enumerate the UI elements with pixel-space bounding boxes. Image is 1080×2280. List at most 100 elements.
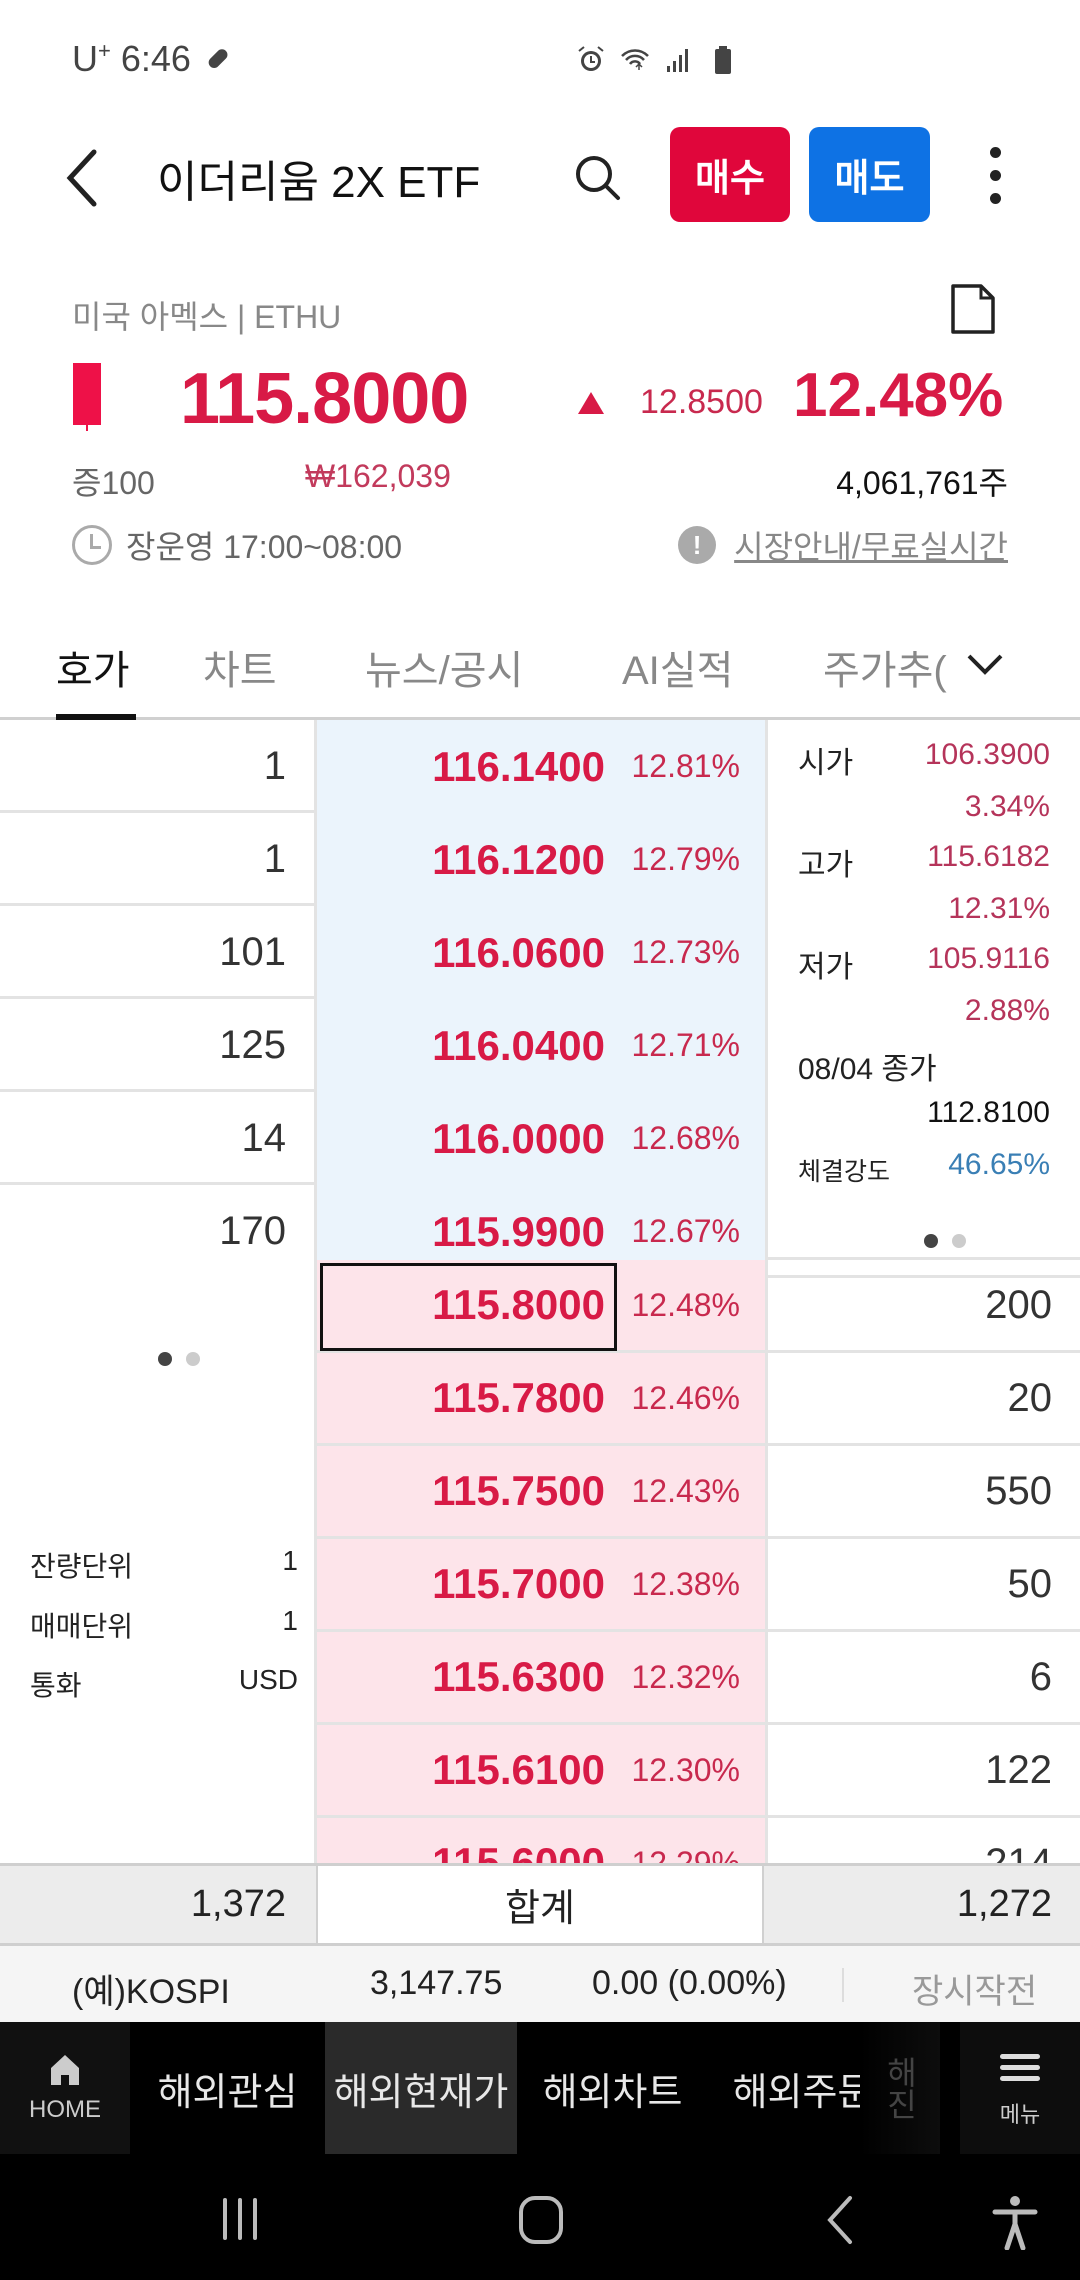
ask-qty: 1 [263,837,286,881]
bid-price: 115.7000 [432,1560,605,1607]
remain-unit-value: 1 [282,1545,298,1576]
recent-apps-icon[interactable] [215,2194,265,2244]
carrier: U+ [72,38,111,79]
totals-row: 1,372 합계 1,272 [0,1863,1080,1946]
nav-overseas-order[interactable]: 해외주문 [732,2071,873,2114]
bid-row[interactable]: 115.8000 12.48% 200 [0,1260,1080,1353]
nav-overseas-quote[interactable]: 해외현재가 [325,2022,517,2154]
margin-rate: 증100 [72,465,155,501]
bid-pct: 12.43% [631,1472,740,1509]
ask-row[interactable]: 1 116.1400 12.81% [0,720,1080,813]
chevron-down-icon[interactable] [965,650,1005,680]
system-nav-bar [0,2154,1080,2280]
nav-overseas-chart[interactable]: 해외차트 [542,2071,683,2114]
price-change: 12.8500 [640,383,763,421]
bid-qty: 20 [768,1353,1080,1446]
open-label: 시가 [798,747,854,780]
prev-close-price: 112.8100 [927,1096,1050,1129]
nav-overseas-watchlist[interactable]: 해외관심 [157,2071,298,2114]
totals-label: 합계 [316,1866,764,1943]
index-ticker[interactable]: (예)KOSPI 3,147.75 0.00 (0.00%) 장시작전 [0,1946,1080,2022]
wifi-icon [621,49,649,70]
trade-unit-label: 매매단위 [30,1611,134,1642]
back-arrow-icon[interactable] [58,148,108,208]
ask-qty: 14 [241,1116,287,1160]
ask-pct: 12.67% [631,1213,740,1249]
home-icon [51,2055,79,2085]
ask-price: 116.0000 [432,1114,605,1162]
bid-price: 115.8000 [432,1281,605,1328]
document-icon[interactable] [950,283,996,335]
bid-pct: 12.32% [631,1658,740,1695]
exchange-ticker: 미국 아멕스 | ETHU [72,299,342,335]
search-icon[interactable] [570,150,626,206]
home-button[interactable]: HOME [0,2022,130,2154]
hamburger-icon [1000,2048,1040,2087]
candle-icon [73,363,101,431]
clock-icon [72,525,112,565]
pill-icon [208,49,228,69]
home-circle-icon[interactable] [515,2194,567,2246]
ask-pct: 12.79% [631,841,740,877]
ask-total: 1,372 [190,1883,286,1925]
tab-news[interactable]: 뉴스/공시 [365,649,524,693]
price-change-pct: 12.48% [793,361,1004,430]
back-icon[interactable] [820,2194,860,2246]
current-price: 115.8000 [180,359,469,439]
bid-qty: 122 [768,1725,1080,1818]
market-info[interactable]: ! 시장안내/무료실시간 [678,522,1008,568]
bid-row[interactable]: 115.6300 12.32% 6 [0,1632,1080,1725]
sell-button[interactable]: 매도 [809,127,930,222]
bid-row[interactable]: 115.7800 12.46% 20 [0,1353,1080,1446]
buy-button[interactable]: 매수 [670,127,790,222]
trade-volume: 4,061,761주 [836,465,1008,501]
bid-price: 115.7500 [432,1467,605,1514]
app-bottom-nav: HOME 해외관심 해외현재가 해외차트 해외주문 해진 메뉴 [0,2022,1080,2154]
more-options-icon[interactable] [980,142,1010,208]
nav-overflow-item[interactable]: 해진 [860,2022,940,2154]
battery-icon [715,46,731,74]
bid-qty: 6 [768,1632,1080,1725]
app-header: 이더리움 2X ETF 매수 매도 [0,120,1080,230]
ask-pct: 12.71% [631,1027,740,1063]
tab-orderbook[interactable]: 호가 [56,649,130,693]
bid-row[interactable]: 115.6000 12.29% 214 [0,1818,1080,1863]
remain-unit-label: 잔량단위 [30,1551,134,1582]
market-info-link[interactable]: 시장안내/무료실시간 [734,529,1008,565]
bid-row[interactable]: 115.7000 12.38% 50 [0,1539,1080,1632]
current-price-highlight [320,1263,617,1351]
bid-qty: 550 [768,1446,1080,1539]
trade-info-panel[interactable]: 잔량단위 1 매매단위 1 통화 USD [0,1260,314,1863]
active-tab-indicator [56,714,136,720]
bid-price: 115.6300 [432,1653,605,1700]
bid-qty: 200 [768,1260,1080,1353]
page-indicator [158,1352,200,1366]
open-pct: 3.34% [964,790,1050,823]
tab-chart[interactable]: 차트 [203,649,277,693]
orderbook[interactable]: 1 116.1400 12.81% 1 116.1200 12.79% 101 11… [0,720,1080,1863]
trade-unit-value: 1 [282,1605,298,1636]
bid-pct: 12.30% [631,1751,740,1788]
ask-row[interactable]: 14 116.0000 12.68% [0,1092,1080,1185]
bid-row[interactable]: 115.7500 12.43% 550 [0,1446,1080,1539]
ask-price: 115.9900 [432,1207,605,1255]
ask-pct: 12.68% [631,1120,740,1156]
low-pct: 2.88% [964,994,1050,1027]
accessibility-icon[interactable] [990,2194,1040,2250]
ask-qty: 125 [219,1023,286,1067]
menu-button[interactable]: 메뉴 [960,2022,1080,2154]
ask-row[interactable]: 101 116.0600 12.73% [0,906,1080,999]
bid-row[interactable]: 115.6100 12.30% 122 [0,1725,1080,1818]
index-value: 3,147.75 [370,1964,503,2002]
high-price: 115.6182 [927,840,1050,873]
ask-pct: 12.81% [631,748,740,784]
ask-row[interactable]: 125 116.0400 12.71% [0,999,1080,1092]
ask-qty: 170 [219,1209,286,1253]
bid-total: 1,272 [956,1883,1052,1925]
high-label: 고가 [798,849,854,882]
divider [842,1968,844,2002]
ask-row[interactable]: 1 116.1200 12.79% [0,813,1080,906]
tab-price-trend[interactable]: 주가추( [823,649,947,693]
tab-ai-earnings[interactable]: AI실적 [622,649,734,693]
price-info-panel[interactable]: 시가 106.3900 3.34% 고가 115.6182 12.31% 저가 105… [768,720,1080,1260]
